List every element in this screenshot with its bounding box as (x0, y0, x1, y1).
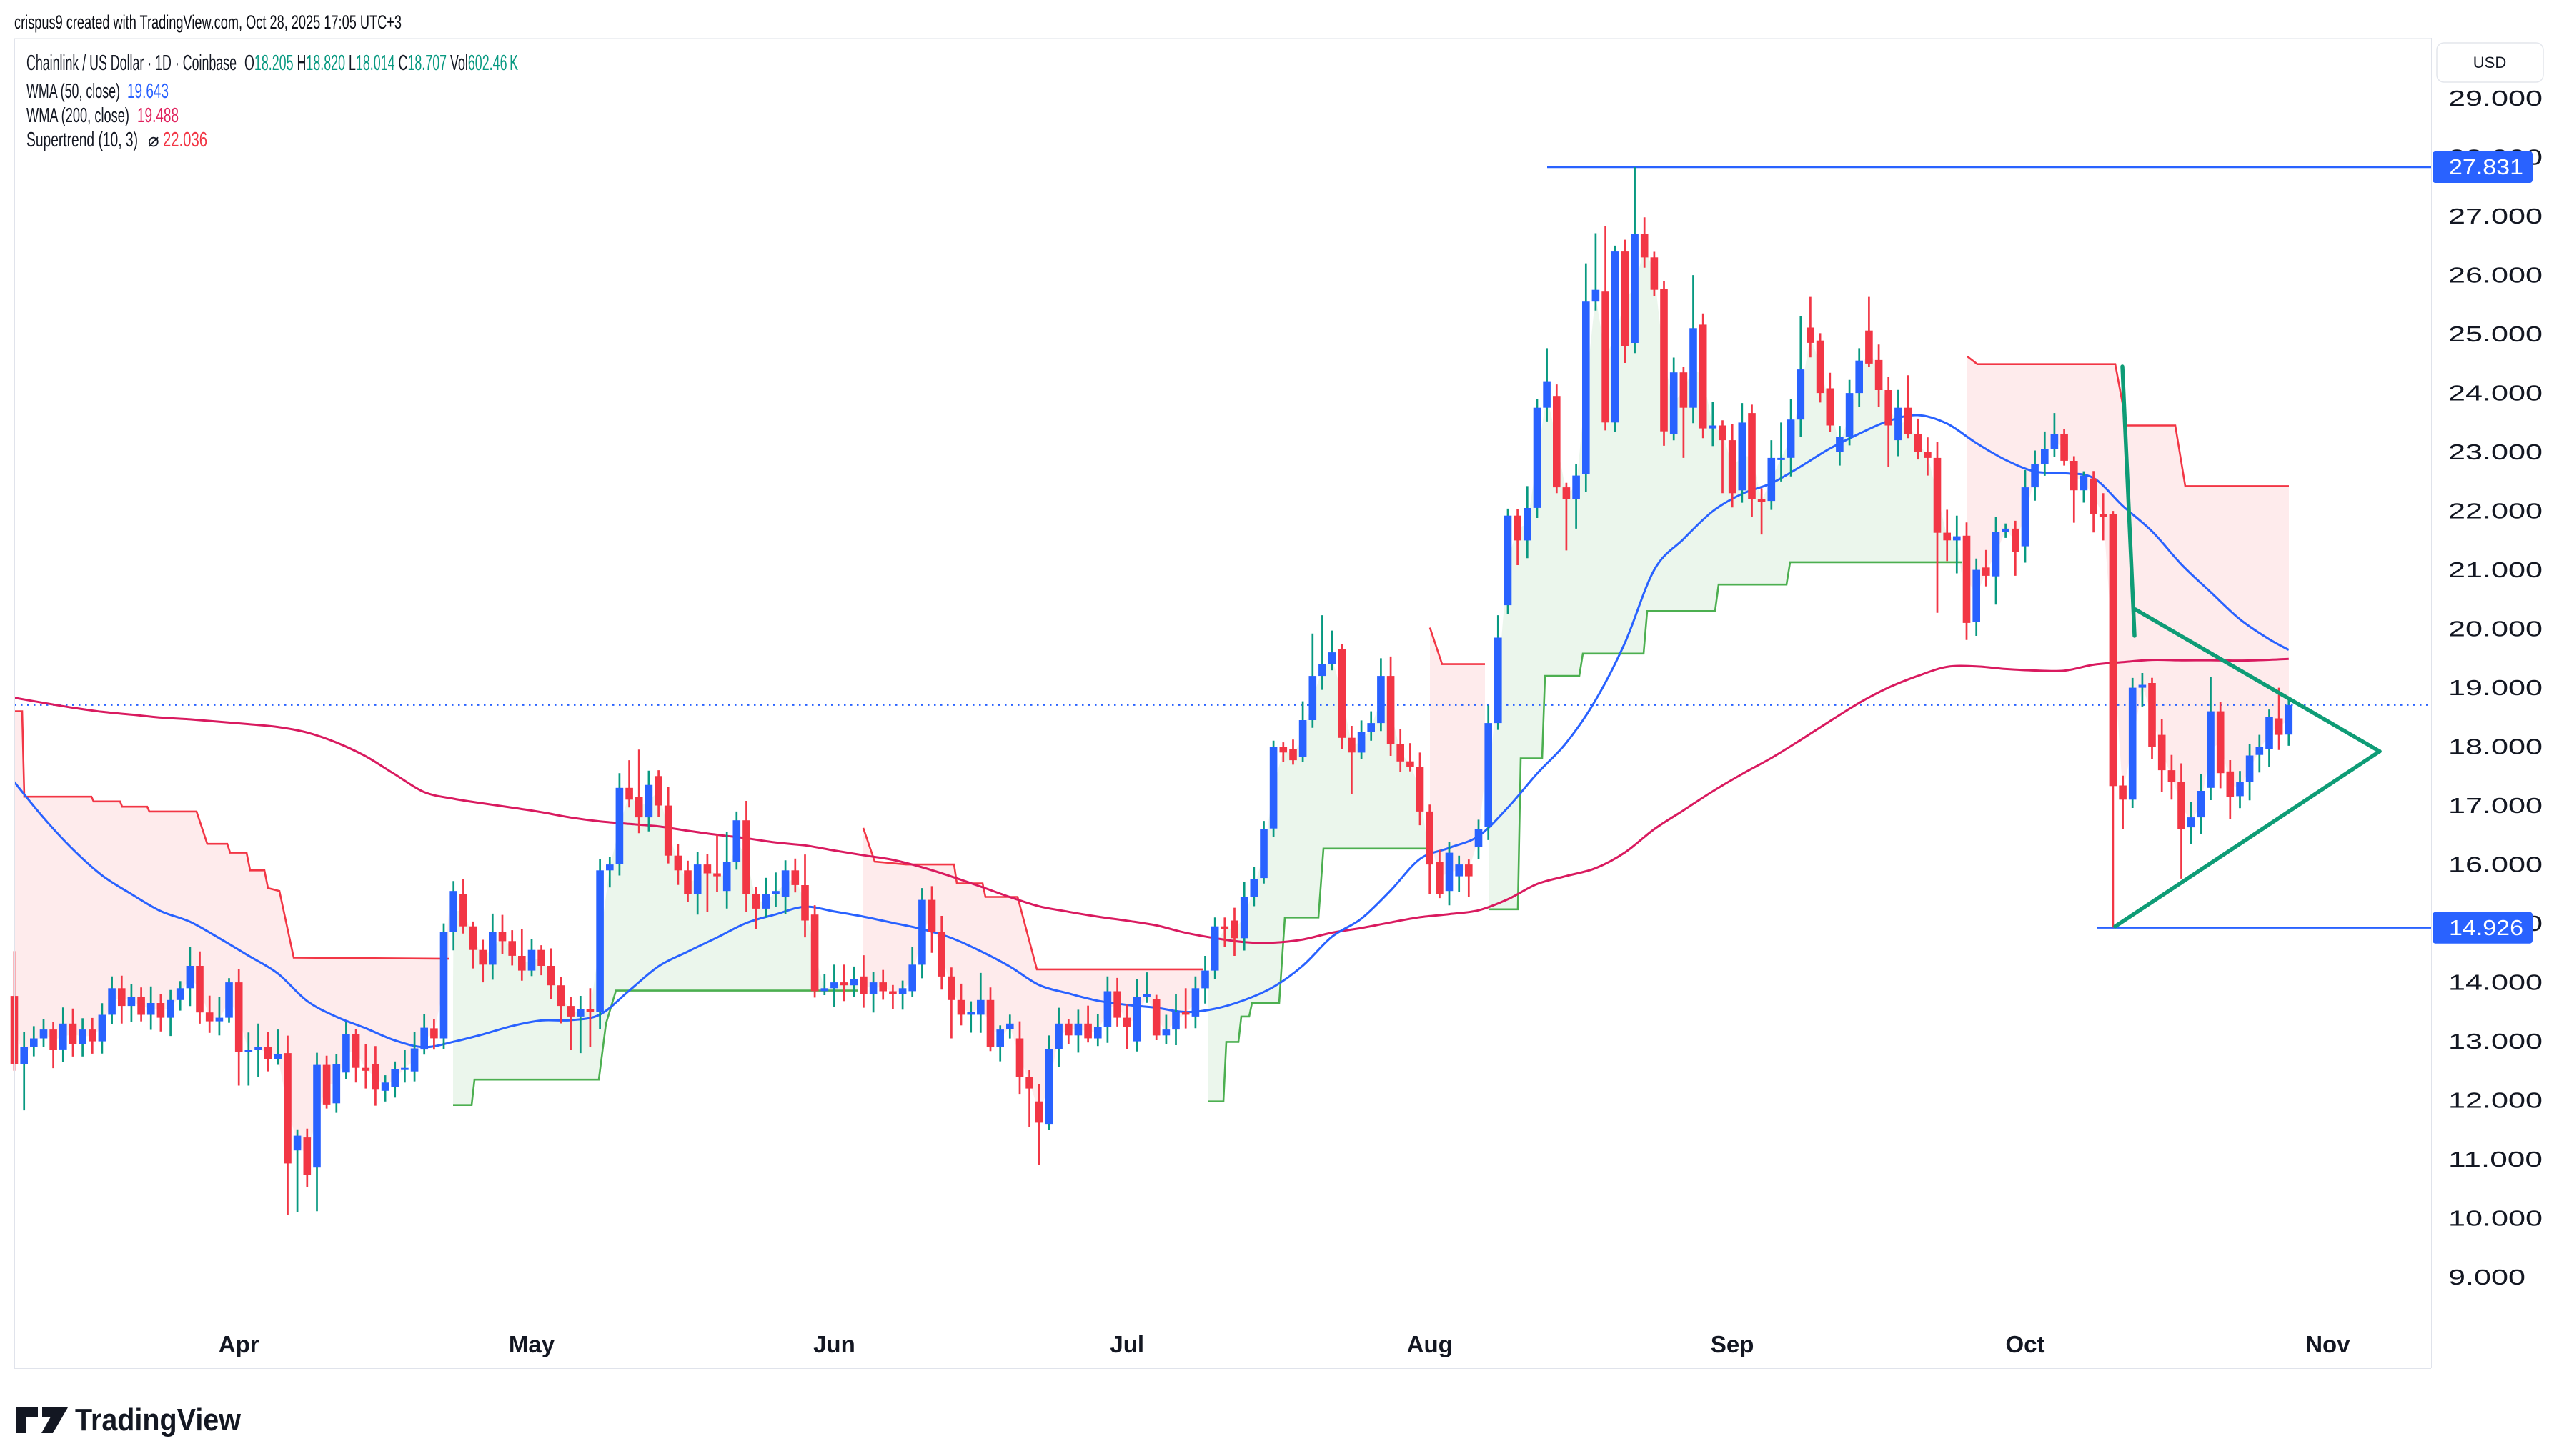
svg-text:27.831: 27.831 (2449, 154, 2523, 179)
svg-text:9.000: 9.000 (2448, 1265, 2525, 1290)
svg-text:20.000: 20.000 (2448, 616, 2543, 641)
svg-text:19.643: 19.643 (127, 80, 169, 103)
svg-text:Apr: Apr (219, 1331, 259, 1357)
svg-text:Jul: Jul (1110, 1331, 1144, 1357)
svg-text:22.000: 22.000 (2448, 498, 2543, 523)
svg-text:WMA (200, close): WMA (200, close) (26, 104, 129, 127)
svg-text:24.000: 24.000 (2448, 380, 2543, 405)
svg-text:crispus9 created with TradingV: crispus9 created with TradingView.com, O… (14, 11, 402, 33)
svg-text:⌀: ⌀ (148, 129, 159, 151)
svg-text:19.000: 19.000 (2448, 675, 2543, 700)
svg-text:21.000: 21.000 (2448, 557, 2543, 582)
svg-text:Aug: Aug (1407, 1331, 1453, 1357)
svg-text:USD: USD (2473, 54, 2506, 71)
svg-text:Jun: Jun (813, 1331, 855, 1357)
svg-text:Nov: Nov (2305, 1331, 2350, 1357)
svg-text:19.488: 19.488 (137, 104, 179, 127)
svg-text:12.000: 12.000 (2448, 1087, 2543, 1112)
svg-text:TradingView: TradingView (75, 1402, 242, 1437)
svg-text:22.036: 22.036 (163, 129, 207, 151)
svg-text:25.000: 25.000 (2448, 321, 2543, 346)
svg-text:14.926: 14.926 (2449, 915, 2523, 940)
svg-text:Chainlink / US Dollar · 1D · C: Chainlink / US Dollar · 1D · Coinbase (26, 50, 237, 75)
svg-text:18.000: 18.000 (2448, 734, 2543, 759)
svg-text:10.000: 10.000 (2448, 1205, 2543, 1230)
svg-text:17.000: 17.000 (2448, 793, 2543, 818)
svg-text:Supertrend (10, 3): Supertrend (10, 3) (26, 129, 138, 151)
svg-text:Sep: Sep (1711, 1331, 1754, 1357)
svg-text:WMA (50, close): WMA (50, close) (26, 80, 120, 103)
svg-text:27.000: 27.000 (2448, 204, 2543, 229)
svg-text:O18.205 H18.820 L18.014 C18.70: O18.205 H18.820 L18.014 C18.707 Vol602.4… (244, 50, 518, 75)
svg-text:23.000: 23.000 (2448, 439, 2543, 464)
svg-text:26.000: 26.000 (2448, 262, 2543, 287)
svg-text:11.000: 11.000 (2448, 1147, 2543, 1172)
svg-text:Oct: Oct (2005, 1331, 2044, 1357)
svg-text:16.000: 16.000 (2448, 852, 2543, 877)
svg-text:13.000: 13.000 (2448, 1029, 2543, 1054)
svg-text:May: May (509, 1331, 555, 1357)
svg-text:29.000: 29.000 (2448, 86, 2543, 111)
svg-text:14.000: 14.000 (2448, 969, 2543, 994)
